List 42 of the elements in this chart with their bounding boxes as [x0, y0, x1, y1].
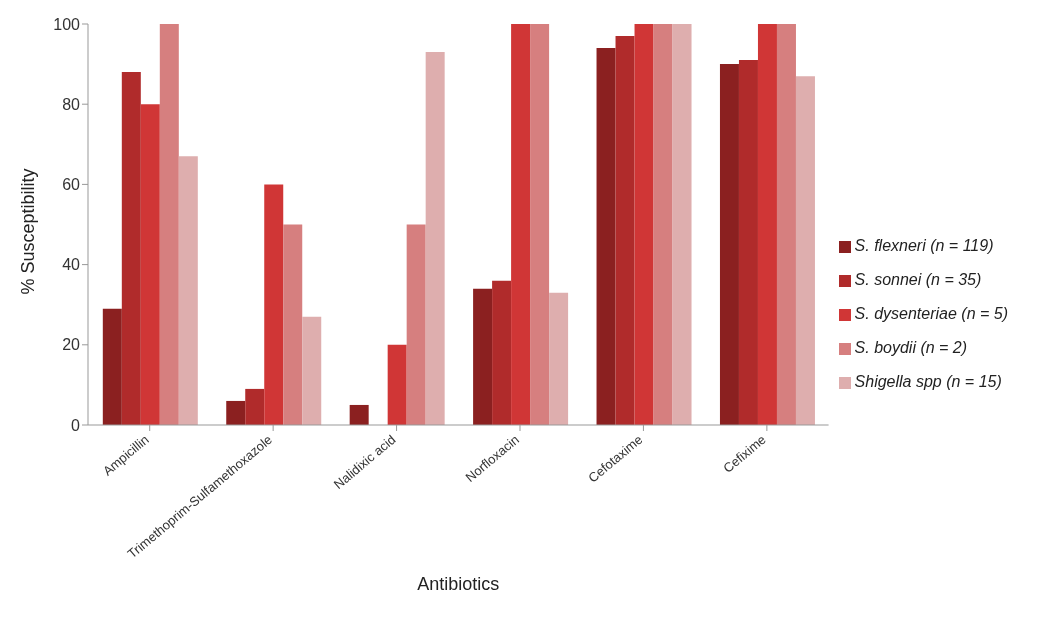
- bar: [102, 308, 122, 425]
- bar: [596, 48, 616, 425]
- legend-label: Shigella spp (n = 15): [854, 373, 1002, 390]
- x-axis-title: Antibiotics: [417, 574, 500, 594]
- bar: [140, 104, 160, 425]
- bar: [653, 24, 673, 425]
- bar: [283, 224, 303, 425]
- bar: [473, 288, 493, 425]
- bar: [492, 280, 512, 425]
- y-tick-label: 0: [71, 416, 81, 434]
- legend-label: S. dysenteriae (n = 5): [854, 305, 1008, 322]
- bar: [159, 24, 179, 425]
- bar: [549, 292, 569, 425]
- bar: [245, 388, 265, 425]
- bar: [511, 24, 531, 425]
- y-tick-label: 20: [62, 336, 81, 354]
- bar: [672, 24, 692, 425]
- bar: [795, 76, 815, 425]
- bar: [634, 24, 654, 425]
- bar: [264, 184, 284, 425]
- y-tick-label: 100: [53, 15, 81, 33]
- bar: [425, 52, 445, 425]
- bar: [178, 156, 198, 425]
- legend-label: S. boydii (n = 2): [854, 339, 968, 356]
- bar: [349, 404, 369, 425]
- y-tick-label: 80: [62, 95, 81, 113]
- bar: [719, 64, 739, 425]
- bar: [406, 224, 426, 425]
- bar: [121, 72, 141, 425]
- bar: [776, 24, 796, 425]
- y-tick-label: 60: [62, 176, 81, 194]
- legend-label: S. flexneri (n = 119): [854, 237, 994, 254]
- bar: [738, 60, 758, 425]
- bar: [302, 316, 322, 425]
- bar: [387, 344, 407, 425]
- bar: [226, 400, 246, 425]
- legend-label: S. sonnei (n = 35): [854, 271, 982, 288]
- y-axis-title: % Susceptibility: [18, 168, 39, 295]
- bar: [757, 24, 777, 425]
- bar: [615, 36, 635, 425]
- bar: [530, 24, 550, 425]
- y-tick-label: 40: [62, 256, 81, 274]
